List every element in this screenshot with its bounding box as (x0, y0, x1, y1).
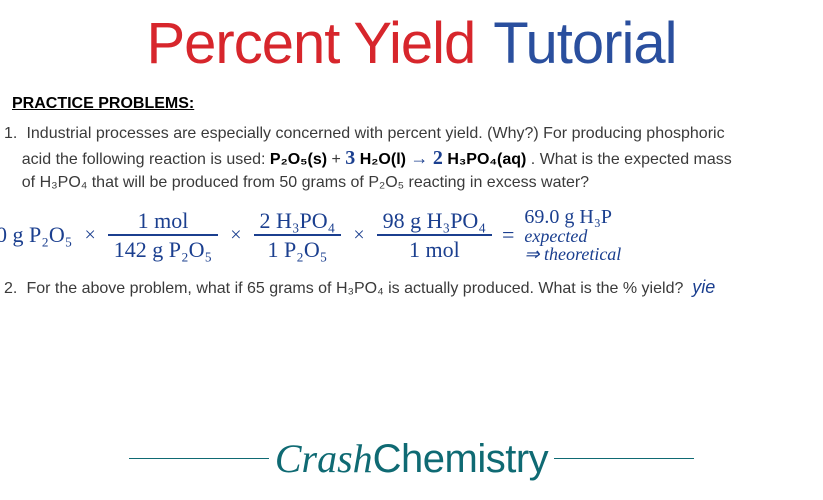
footer-line-left (129, 458, 269, 459)
fraction-2: 2 H₃PO₄ 1 P₂O₅ (254, 209, 342, 261)
fraction-1: 1 mol 142 g P₂O₅ (108, 209, 218, 261)
frac3-bot: 1 mol (403, 238, 466, 261)
frac1-bot: 142 g P₂O₅ (108, 238, 218, 261)
note-yield: yie (692, 277, 715, 297)
eq-h3po4: H₃PO₄(aq) (447, 151, 526, 168)
problem-1-line-1: Industrial processes are especially conc… (26, 125, 724, 142)
footer-chem: Chemistry (373, 437, 549, 482)
frac2-bar (254, 234, 342, 236)
equals-sign: = (502, 222, 514, 248)
result-value: 69.0 g H₃P (524, 207, 612, 227)
problem-2-number: 2. (4, 278, 22, 300)
problem-1-line-2a: acid the following reaction is used: (22, 151, 270, 168)
problem-1-line-2b: . What is the expected mass (531, 151, 732, 168)
eq-arrow: → (410, 148, 428, 168)
title-word-2: Tutorial (493, 10, 676, 77)
calc-result: 69.0 g H₃P expected ⇒ theoretical (524, 207, 621, 263)
footer-line-right (554, 458, 694, 459)
eq-p2o5: P₂O₅(s) (270, 151, 327, 168)
times-3: × (351, 224, 366, 247)
problem-2: 2. For the above problem, what if 65 gra… (4, 275, 823, 300)
section-heading: PRACTICE PROBLEMS: (12, 95, 823, 113)
eq-plus: + (332, 151, 346, 168)
problem-2-text: For the above problem, what if 65 grams … (26, 280, 683, 297)
frac3-bar (377, 234, 492, 236)
frac3-top: 98 g H₃PO₄ (377, 209, 492, 232)
problem-1-number: 1. (4, 123, 22, 145)
title-bar: Percent Yield Tutorial (0, 0, 823, 77)
frac2-top: 2 H₃PO₄ (254, 209, 342, 232)
fraction-3: 98 g H₃PO₄ 1 mol (377, 209, 492, 261)
title-word-1: Percent Yield (146, 10, 475, 77)
eq-h2o: H₂O(l) (360, 151, 411, 168)
footer-brand: CrashChemistry (0, 435, 823, 482)
footer-text: CrashChemistry (269, 435, 554, 482)
frac1-top: 1 mol (132, 209, 195, 232)
times-2: × (228, 224, 243, 247)
hand-coef-2: 2 (433, 147, 443, 169)
times-1: × (82, 224, 97, 247)
hand-coef-1: 3 (345, 147, 355, 169)
handwritten-calculation: 0 g P₂O₅ × 1 mol 142 g P₂O₅ × 2 H₃PO₄ 1 … (0, 207, 823, 263)
frac1-bar (108, 234, 218, 236)
problem-1: 1. Industrial processes are especially c… (4, 123, 823, 193)
calc-start: 0 g P₂O₅ (0, 222, 72, 248)
note-expected: expected (524, 227, 587, 245)
note-theoretical: ⇒ theoretical (524, 245, 621, 263)
footer-crash: Crash (275, 435, 373, 482)
frac2-bot: 1 P₂O₅ (261, 238, 333, 261)
problem-1-line-3: of H₃PO₄ that will be produced from 50 g… (22, 174, 589, 191)
